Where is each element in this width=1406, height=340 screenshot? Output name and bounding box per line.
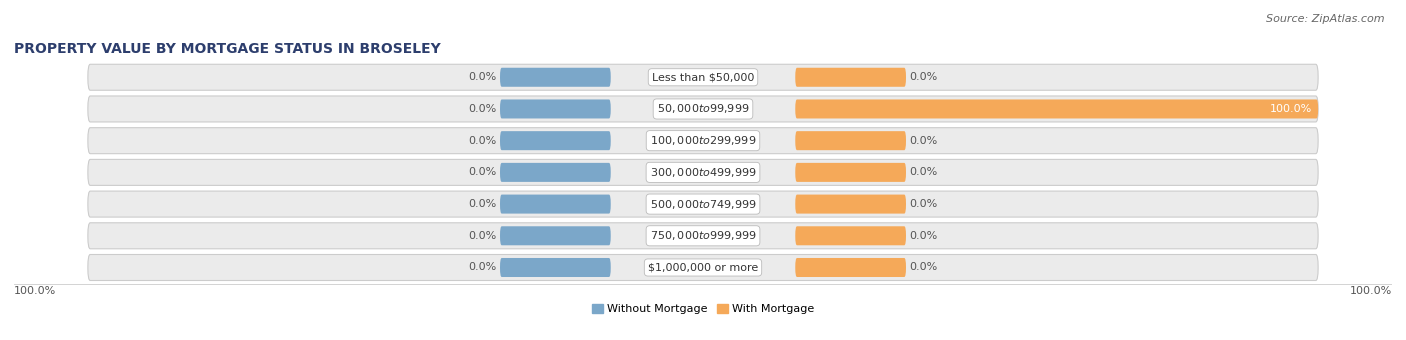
FancyBboxPatch shape — [87, 223, 1319, 249]
Text: 100.0%: 100.0% — [1350, 286, 1392, 296]
Text: 0.0%: 0.0% — [910, 231, 938, 241]
FancyBboxPatch shape — [501, 131, 610, 150]
FancyBboxPatch shape — [796, 258, 905, 277]
Text: 100.0%: 100.0% — [1270, 104, 1312, 114]
Text: Less than $50,000: Less than $50,000 — [652, 72, 754, 82]
Text: 0.0%: 0.0% — [468, 167, 496, 177]
FancyBboxPatch shape — [796, 68, 905, 87]
FancyBboxPatch shape — [501, 163, 610, 182]
FancyBboxPatch shape — [796, 131, 905, 150]
Text: $750,000 to $999,999: $750,000 to $999,999 — [650, 229, 756, 242]
Text: 0.0%: 0.0% — [910, 136, 938, 146]
Text: 0.0%: 0.0% — [468, 72, 496, 82]
FancyBboxPatch shape — [796, 226, 905, 245]
Text: 0.0%: 0.0% — [910, 167, 938, 177]
FancyBboxPatch shape — [501, 194, 610, 214]
Text: $300,000 to $499,999: $300,000 to $499,999 — [650, 166, 756, 179]
FancyBboxPatch shape — [87, 64, 1319, 90]
FancyBboxPatch shape — [501, 226, 610, 245]
Text: $500,000 to $749,999: $500,000 to $749,999 — [650, 198, 756, 210]
Text: 0.0%: 0.0% — [468, 104, 496, 114]
FancyBboxPatch shape — [87, 96, 1319, 122]
FancyBboxPatch shape — [501, 258, 610, 277]
FancyBboxPatch shape — [87, 159, 1319, 185]
Text: $50,000 to $99,999: $50,000 to $99,999 — [657, 102, 749, 116]
Text: 0.0%: 0.0% — [468, 262, 496, 272]
Text: 0.0%: 0.0% — [468, 136, 496, 146]
FancyBboxPatch shape — [501, 68, 610, 87]
Text: $100,000 to $299,999: $100,000 to $299,999 — [650, 134, 756, 147]
FancyBboxPatch shape — [87, 255, 1319, 280]
FancyBboxPatch shape — [87, 191, 1319, 217]
Text: 100.0%: 100.0% — [14, 286, 56, 296]
FancyBboxPatch shape — [796, 100, 1319, 118]
FancyBboxPatch shape — [796, 163, 905, 182]
FancyBboxPatch shape — [87, 128, 1319, 154]
Text: 0.0%: 0.0% — [910, 199, 938, 209]
Text: Source: ZipAtlas.com: Source: ZipAtlas.com — [1267, 14, 1385, 23]
Text: 0.0%: 0.0% — [468, 199, 496, 209]
Text: $1,000,000 or more: $1,000,000 or more — [648, 262, 758, 272]
Legend: Without Mortgage, With Mortgage: Without Mortgage, With Mortgage — [592, 304, 814, 314]
Text: PROPERTY VALUE BY MORTGAGE STATUS IN BROSELEY: PROPERTY VALUE BY MORTGAGE STATUS IN BRO… — [14, 42, 441, 56]
Text: 0.0%: 0.0% — [910, 72, 938, 82]
FancyBboxPatch shape — [796, 194, 905, 214]
Text: 0.0%: 0.0% — [910, 262, 938, 272]
FancyBboxPatch shape — [501, 100, 610, 118]
Text: 0.0%: 0.0% — [468, 231, 496, 241]
